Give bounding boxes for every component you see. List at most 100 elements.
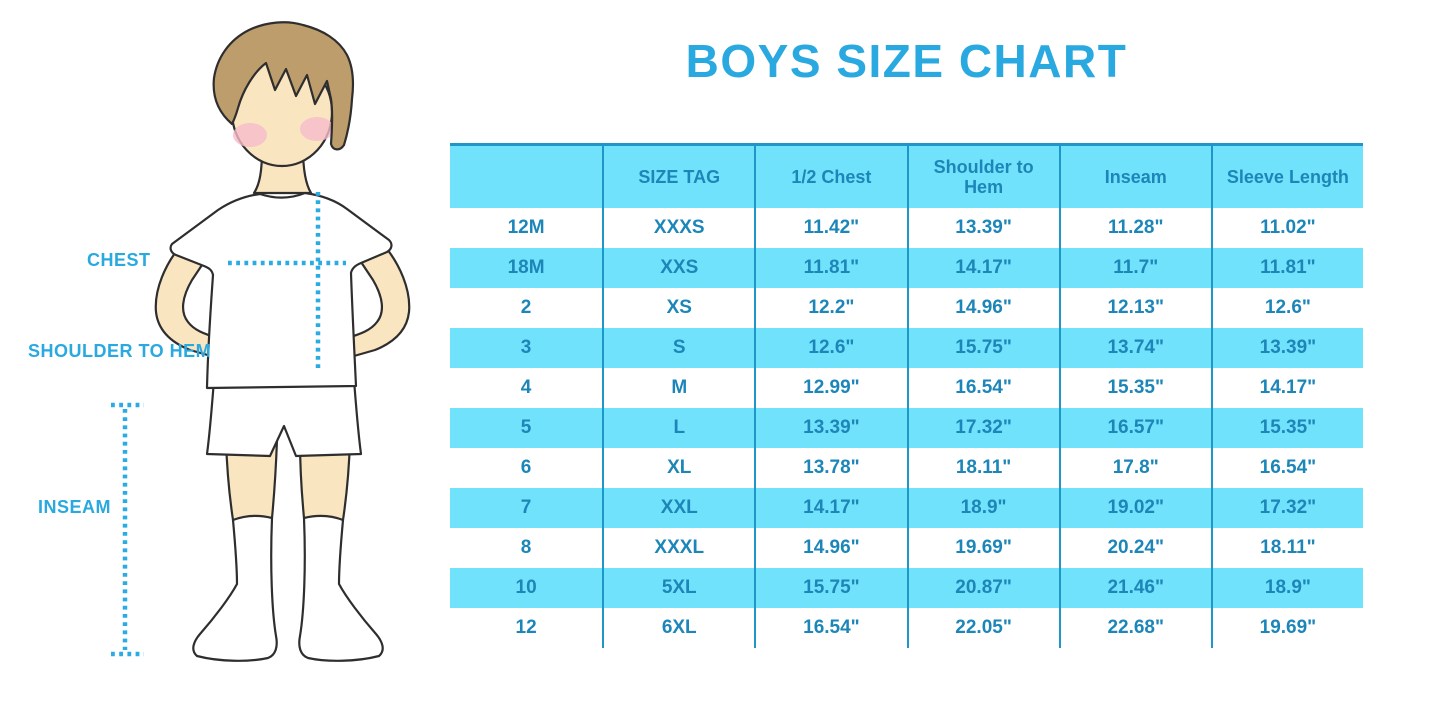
table-row: 12M XXXS 11.42" 13.39" 11.28" 11.02"	[450, 208, 1363, 248]
shoulder-to-hem-label: SHOULDER TO HEM	[28, 341, 212, 361]
table-cell: 13.39"	[1210, 328, 1363, 368]
header-cell: SIZE TAG	[602, 146, 754, 208]
table-cell: 17.8"	[1058, 448, 1211, 488]
row-size-label: 10	[515, 577, 537, 599]
table-cell: XL	[602, 448, 754, 488]
table-cell: 15.35"	[1210, 408, 1363, 448]
table-cell: 15.35"	[1058, 368, 1211, 408]
table-cell: XXXL	[602, 528, 754, 568]
table-cell: 12.6"	[754, 328, 906, 368]
table-cell: 22.68"	[1058, 608, 1211, 648]
table-cell: XS	[602, 288, 754, 328]
header-cell-empty	[450, 146, 602, 208]
table-cell: 14.17"	[754, 488, 906, 528]
table-cell: 20.24"	[1058, 528, 1211, 568]
page-title: BOYS SIZE CHART	[685, 35, 1128, 87]
table-cell: 14.17"	[906, 248, 1059, 288]
table-row: 6 XL 13.78" 18.11" 17.8" 16.54"	[450, 448, 1363, 488]
table-cell: 12.6"	[1210, 288, 1363, 328]
table-cell: 13.39"	[906, 208, 1059, 248]
table-cell: 11.7"	[1058, 248, 1211, 288]
boy-figure-drawing	[111, 21, 411, 662]
row-size-label: 7	[520, 497, 532, 519]
table-cell: 22.05"	[906, 608, 1059, 648]
table-cell: 19.69"	[906, 528, 1059, 568]
table-cell: 12.2"	[754, 288, 906, 328]
table-cell: L	[602, 408, 754, 448]
table-cell: 18.9"	[906, 488, 1059, 528]
table-cell: XXXS	[602, 208, 754, 248]
tshirt-shape	[169, 191, 393, 390]
row-size-label: 12M	[507, 217, 545, 239]
table-row: 2 XS 12.2" 14.96" 12.13" 12.6"	[450, 288, 1363, 328]
table-row: 10 5XL 15.75" 20.87" 21.46" 18.9"	[450, 568, 1363, 608]
header-cell: Inseam	[1058, 146, 1211, 208]
table-cell: 14.17"	[1210, 368, 1363, 408]
table-cell: 21.46"	[1058, 568, 1211, 608]
table-row: 3 S 12.6" 15.75" 13.74" 13.39"	[450, 328, 1363, 368]
table-cell: 13.78"	[754, 448, 906, 488]
blush-right	[300, 117, 334, 141]
row-size-label: 5	[520, 417, 532, 439]
table-cell: 18.11"	[906, 448, 1059, 488]
table-cell: 19.02"	[1058, 488, 1211, 528]
table-cell: 19.69"	[1210, 608, 1363, 648]
table-cell: 14.96"	[754, 528, 906, 568]
table-cell: 5XL	[602, 568, 754, 608]
table-cell: 11.81"	[1210, 248, 1363, 288]
table-cell: 11.42"	[754, 208, 906, 248]
header-cell: Sleeve Length	[1210, 146, 1363, 208]
inseam-label: INSEAM	[38, 497, 112, 517]
table-cell: 17.32"	[906, 408, 1059, 448]
table-cell: 20.87"	[906, 568, 1059, 608]
table-row: 7 XXL 14.17" 18.9" 19.02" 17.32"	[450, 488, 1363, 528]
table-cell: M	[602, 368, 754, 408]
table-cell: 18.11"	[1210, 528, 1363, 568]
size-table: SIZE TAG 1/2 Chest Shoulder to Hem Inseam Sl…	[450, 143, 1363, 648]
table-body: 12M XXXS 11.42" 13.39" 11.28" 11.02" 18M XXS 11.…	[450, 208, 1363, 648]
table-row: 12 6XL 16.54" 22.05" 22.68" 19.69"	[450, 608, 1363, 648]
chest-label: CHEST	[87, 250, 151, 270]
table-cell: 16.54"	[754, 608, 906, 648]
row-size-label: 4	[520, 377, 532, 399]
table-cell: 11.02"	[1210, 208, 1363, 248]
table-cell: 13.39"	[754, 408, 906, 448]
hair-shape	[212, 21, 355, 151]
table-cell: 12.13"	[1058, 288, 1211, 328]
row-size-label: 12	[515, 617, 537, 639]
header-cell: Shoulder to Hem	[906, 146, 1059, 208]
table-cell: 18.9"	[1210, 568, 1363, 608]
table-cell: 12.99"	[754, 368, 906, 408]
sock-left	[192, 514, 278, 662]
table-cell: 17.32"	[1210, 488, 1363, 528]
blush-left	[233, 123, 267, 147]
table-cell: 16.54"	[1210, 448, 1363, 488]
row-size-label: 6	[520, 457, 532, 479]
header-cell: 1/2 Chest	[754, 146, 906, 208]
table-row: 18M XXS 11.81" 14.17" 11.7" 11.81"	[450, 248, 1363, 288]
table-cell: S	[602, 328, 754, 368]
sock-right	[298, 514, 384, 662]
table-row: 5 L 13.39" 17.32" 16.57" 15.35"	[450, 408, 1363, 448]
table-cell: 6XL	[602, 608, 754, 648]
table-cell: 14.96"	[906, 288, 1059, 328]
table-cell: 15.75"	[906, 328, 1059, 368]
table-cell: 16.57"	[1058, 408, 1211, 448]
row-size-label: 18M	[507, 257, 545, 279]
table-header-row: SIZE TAG 1/2 Chest Shoulder to Hem Inseam Sl…	[450, 146, 1363, 208]
table-cell: 16.54"	[906, 368, 1059, 408]
table-cell: XXS	[602, 248, 754, 288]
table-cell: 13.74"	[1058, 328, 1211, 368]
row-size-label: 3	[520, 337, 532, 359]
shorts-shape	[205, 378, 363, 458]
row-size-label: 2	[520, 297, 532, 319]
table-row: 8 XXXL 14.96" 19.69" 20.24" 18.11"	[450, 528, 1363, 568]
table-cell: 15.75"	[754, 568, 906, 608]
row-size-label: 8	[520, 537, 532, 559]
table-cell: XXL	[602, 488, 754, 528]
table-row: 4 M 12.99" 16.54" 15.35" 14.17"	[450, 368, 1363, 408]
table-cell: 11.81"	[754, 248, 906, 288]
table-cell: 11.28"	[1058, 208, 1211, 248]
